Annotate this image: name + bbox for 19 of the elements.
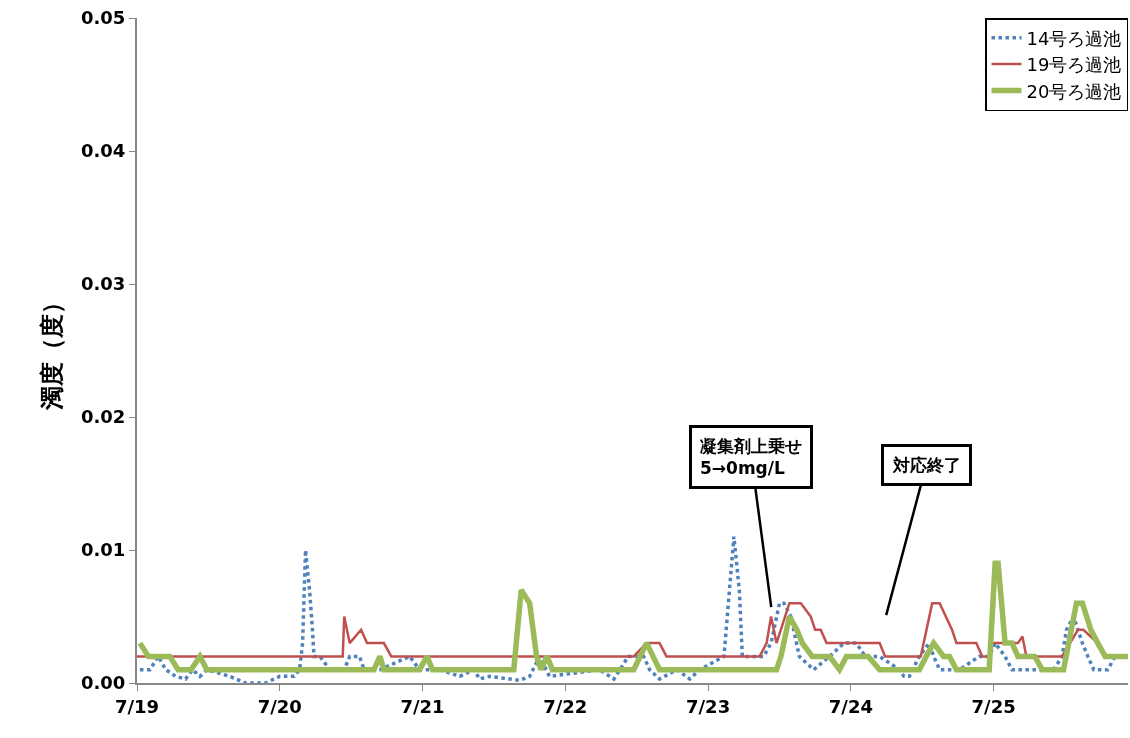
x-tick-label: 7/22 xyxy=(543,695,588,717)
y-tick-label: 0.04 xyxy=(80,140,126,162)
x-tick-label: 7/20 xyxy=(257,695,302,717)
x-tick-label: 7/21 xyxy=(400,695,445,717)
y-tick-label: 0.03 xyxy=(80,273,126,295)
x-tick-label: 7/19 xyxy=(114,695,160,717)
annotation: 凝集剤上乗せ 5→0mg/L xyxy=(700,436,802,479)
annotation: 対応終了 xyxy=(892,455,961,475)
legend-label: 20号ろ過池 xyxy=(1026,80,1122,102)
x-tick-label: 7/23 xyxy=(686,695,731,717)
x-tick-label: 7/25 xyxy=(971,695,1016,717)
y-tick-label: 0.05 xyxy=(80,7,126,29)
y-tick-label: 0.01 xyxy=(80,539,126,561)
legend-label: 19号ろ過池 xyxy=(1026,54,1122,76)
y-tick-label: 0.00 xyxy=(80,672,126,694)
y-tick-label: 0.02 xyxy=(80,406,126,428)
y-axis-title: 濁度（度） xyxy=(37,290,66,412)
legend-label: 14号ろ過池 xyxy=(1026,27,1122,49)
x-tick-label: 7/24 xyxy=(828,695,873,717)
